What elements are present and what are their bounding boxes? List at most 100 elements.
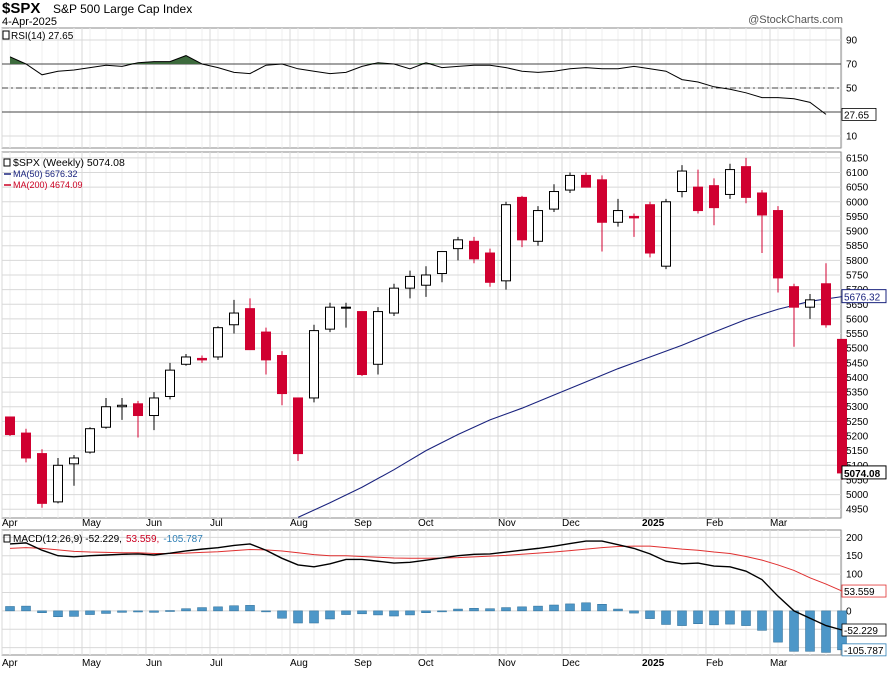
macd-histogram-bar — [661, 610, 671, 625]
macd-legend-icon — [3, 534, 11, 543]
macd-histogram-bar — [437, 610, 447, 613]
price-y-tick-label: 5300 — [846, 402, 869, 413]
candle-body — [213, 327, 223, 358]
candle-body — [533, 210, 543, 242]
macd-histogram-bar — [149, 610, 159, 613]
macd-histogram-bar — [309, 610, 319, 624]
candle-body — [741, 166, 751, 198]
candle-body — [181, 356, 191, 365]
price-legend-label: $SPX (Weekly) 5074.08 — [13, 157, 125, 169]
candle-body — [517, 196, 527, 241]
candle-body — [757, 192, 767, 216]
macd-histogram-bar — [613, 608, 623, 612]
macd-histogram-bar — [501, 607, 511, 612]
price-y-tick-label: 5000 — [846, 490, 869, 501]
candle-body — [389, 287, 399, 314]
watermark: @StockCharts.com — [748, 14, 843, 26]
price-panel — [1, 151, 842, 519]
candle-body — [773, 210, 783, 279]
macd-histogram-bar — [709, 610, 719, 626]
candle-body — [69, 457, 79, 465]
candle-body — [341, 306, 351, 309]
x-axis-label-bottom: Aug — [290, 658, 308, 669]
candle-body — [485, 252, 495, 283]
x-axis-label: Apr — [2, 518, 18, 529]
macd-histogram-bar — [37, 610, 47, 613]
x-axis-label: Aug — [290, 518, 308, 529]
price-y-tick-label: 5650 — [846, 300, 869, 311]
macd-histogram-bar — [373, 610, 383, 616]
macd-histogram-bar — [341, 610, 351, 615]
ticker-symbol: $SPX — [2, 0, 41, 17]
macd-histogram-bar — [197, 607, 207, 612]
price-y-tick-label: 5350 — [846, 388, 869, 399]
x-axis-label-bottom: Oct — [418, 658, 434, 669]
macd-histogram-bar — [389, 610, 399, 617]
x-axis-label-bottom: Jul — [210, 658, 223, 669]
x-axis-label: May — [82, 518, 101, 529]
macd-histogram-bar — [213, 606, 223, 612]
candle-body — [789, 286, 799, 308]
macd-histogram-bar — [485, 608, 495, 612]
macd-histogram-bar — [453, 608, 463, 612]
rsi-last-label-box — [841, 108, 877, 121]
price-y-tick-label: 5450 — [846, 358, 869, 369]
x-axis-label: 2025 — [642, 518, 665, 529]
macd-legend-label: 53.559, — [126, 534, 159, 545]
candle-body — [709, 185, 719, 209]
candle-body — [597, 179, 607, 223]
candle-body — [453, 239, 463, 250]
price-legend-icon — [3, 158, 11, 167]
macd-y-tick-label: 0 — [846, 606, 852, 617]
candle-body — [677, 170, 687, 193]
x-axis-label: Jun — [146, 518, 162, 529]
macd-histogram-bar — [325, 610, 335, 620]
candle-body — [405, 275, 415, 289]
rsi-y-tick-label: 50 — [846, 84, 858, 95]
price-y-tick-label: 5200 — [846, 432, 869, 443]
candle-body — [565, 174, 575, 191]
candle-body — [101, 406, 111, 428]
rsi-y-tick-label: 90 — [846, 36, 858, 47]
macd-histogram-bar — [5, 606, 15, 612]
candle-body — [85, 428, 95, 453]
ma50-line — [297, 296, 843, 518]
price-y-tick-label: 5750 — [846, 270, 869, 281]
candle-body — [821, 283, 831, 326]
chart-date: 4-Apr-2025 — [2, 16, 58, 28]
candle-body — [693, 186, 703, 212]
macd-histogram-bar — [229, 605, 239, 612]
price-y-tick-label: 6000 — [846, 197, 869, 208]
candle-body — [837, 338, 847, 474]
macd-legend-label: -105.787 — [163, 534, 203, 545]
macd-y-tick-label: 100 — [846, 570, 863, 581]
x-axis-label-bottom: Apr — [2, 658, 18, 669]
x-axis-label-bottom: Jun — [146, 658, 162, 669]
candle-body — [805, 299, 815, 308]
x-axis-label: Dec — [562, 518, 580, 529]
x-axis-label: Jul — [210, 518, 223, 529]
macd-histogram-bar — [293, 610, 303, 624]
macd-histogram-bar — [21, 605, 31, 612]
candle-body — [325, 306, 335, 330]
candle-body — [661, 201, 671, 267]
price-legend-label: MA(200) 4674.09 — [13, 180, 83, 190]
last-price-box — [841, 465, 887, 480]
x-axis-label-bottom: Mar — [770, 658, 788, 669]
macd-right-label: -105.787 — [844, 646, 884, 657]
macd-histogram-bar — [181, 608, 191, 612]
price-y-tick-label: 6100 — [846, 168, 869, 179]
price-y-tick-label: 5250 — [846, 417, 869, 428]
x-axis-label-bottom: Dec — [562, 658, 580, 669]
macd-histogram-bar — [165, 610, 175, 612]
macd-right-label: 53.559 — [844, 587, 875, 598]
x-axis-label: Feb — [706, 518, 724, 529]
macd-histogram-bar — [757, 610, 767, 631]
candle-body — [149, 397, 159, 417]
candle-body — [5, 416, 15, 436]
macd-histogram-bar — [469, 608, 479, 612]
rsi-last-label: 27.65 — [844, 110, 869, 121]
candle-body — [469, 240, 479, 260]
x-axis-label: Sep — [354, 518, 372, 529]
macd-histogram-bar — [117, 610, 127, 613]
